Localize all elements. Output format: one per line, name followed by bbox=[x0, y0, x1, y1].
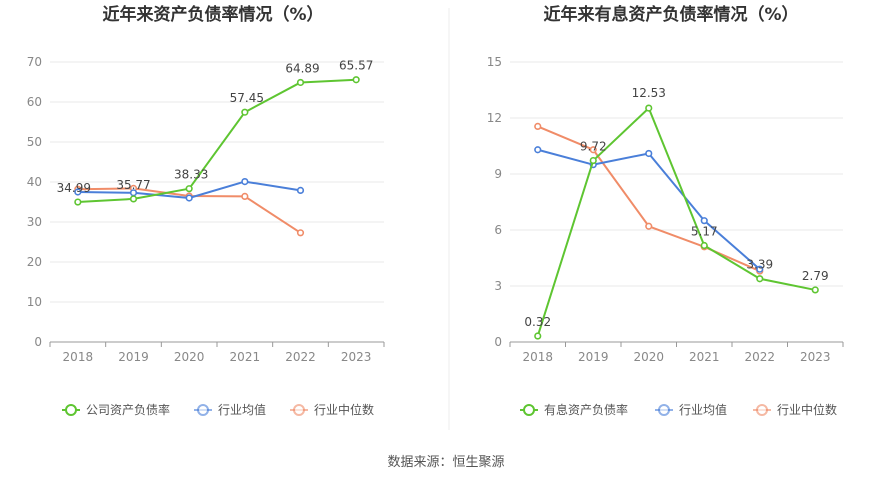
data-point bbox=[534, 122, 542, 130]
legend-marker-circle bbox=[65, 404, 77, 416]
legend-label: 行业中位数 bbox=[314, 402, 374, 417]
data-label: 5.17 bbox=[691, 224, 718, 238]
x-tick-label: 2020 bbox=[174, 350, 205, 364]
data-point bbox=[296, 229, 305, 237]
series-line bbox=[537, 148, 761, 270]
data-point bbox=[756, 275, 764, 283]
data-point bbox=[645, 222, 653, 230]
data-point bbox=[645, 104, 653, 112]
legend-label: 行业中位数 bbox=[777, 402, 837, 417]
y-tick-label: 50 bbox=[27, 135, 42, 149]
data-label: 3.39 bbox=[746, 258, 773, 272]
data-label: 35.77 bbox=[116, 178, 150, 192]
legend-item: 行业中位数 bbox=[290, 402, 374, 417]
data-point bbox=[241, 192, 249, 200]
data-point bbox=[241, 108, 249, 116]
data-point bbox=[74, 188, 82, 196]
data-point bbox=[241, 178, 249, 186]
data-label: 38.33 bbox=[174, 168, 208, 182]
x-tick-label: 2022 bbox=[285, 350, 316, 364]
data-point bbox=[185, 185, 193, 193]
legend-marker-circle bbox=[756, 404, 768, 416]
y-tick-label: 12 bbox=[487, 111, 502, 125]
legend-marker-circle bbox=[523, 404, 535, 416]
x-tick-label: 2021 bbox=[689, 350, 720, 364]
data-point bbox=[756, 265, 764, 273]
legend-item: 行业中位数 bbox=[753, 402, 837, 417]
x-tick-label: 2023 bbox=[341, 350, 372, 364]
data-point bbox=[645, 149, 653, 158]
x-tick-label: 2021 bbox=[230, 350, 261, 364]
series-line bbox=[536, 107, 816, 337]
chart-title: 近年来有息资产负债率情况（%） bbox=[543, 4, 798, 25]
x-tick-label: 2019 bbox=[578, 350, 609, 364]
legend-label: 行业均值 bbox=[218, 402, 266, 417]
data-label: 9.72 bbox=[580, 140, 607, 154]
y-tick-label: 60 bbox=[27, 95, 42, 109]
x-tick-label: 2023 bbox=[800, 350, 831, 364]
data-label: 65.57 bbox=[339, 59, 373, 73]
y-tick-label: 6 bbox=[494, 223, 502, 237]
data-point bbox=[534, 332, 542, 340]
series-line bbox=[537, 125, 761, 272]
data-point bbox=[74, 198, 82, 206]
data-point bbox=[811, 286, 819, 294]
data-point bbox=[352, 76, 360, 84]
data-label: 64.89 bbox=[285, 61, 319, 75]
chart-2: 近年来有息资产负债率情况（%） 0 3 6 9 12 15 2018 2019 2020 2021 2… bbox=[487, 4, 844, 417]
data-point bbox=[700, 217, 708, 225]
legend-item: 有息资产负债率 bbox=[520, 402, 628, 417]
x-tick-label: 2019 bbox=[118, 350, 149, 364]
data-label: 34.99 bbox=[57, 181, 91, 195]
legend-marker-circle bbox=[293, 404, 305, 416]
data-label: 12.53 bbox=[632, 86, 666, 100]
x-tick-label: 2022 bbox=[744, 350, 775, 364]
y-tick-label: 30 bbox=[27, 215, 42, 229]
data-point bbox=[296, 78, 305, 87]
chart-title: 近年来资产负债率情况（%） bbox=[102, 4, 323, 25]
data-label: 0.32 bbox=[524, 315, 551, 329]
y-tick-label: 70 bbox=[27, 55, 42, 69]
legend-item: 行业均值 bbox=[194, 402, 266, 417]
y-tick-label: 10 bbox=[27, 295, 42, 309]
y-tick-label: 20 bbox=[27, 255, 42, 269]
x-tick-label: 2020 bbox=[633, 350, 664, 364]
y-tick-label: 0 bbox=[34, 335, 42, 349]
source-label: 数据来源：恒生聚源 bbox=[387, 455, 504, 470]
data-point bbox=[534, 146, 542, 154]
data-point bbox=[700, 241, 708, 250]
data-point bbox=[129, 195, 138, 203]
legend-label: 有息资产负债率 bbox=[544, 402, 628, 417]
legend-item: 行业均值 bbox=[655, 402, 727, 417]
legend-marker-circle bbox=[197, 404, 209, 416]
series-line bbox=[77, 78, 357, 204]
y-tick-label: 40 bbox=[27, 175, 42, 189]
data-label: 57.45 bbox=[230, 91, 264, 105]
data-point bbox=[589, 146, 597, 154]
legend-marker-circle bbox=[658, 404, 670, 416]
legend-label: 公司资产负债率 bbox=[86, 402, 170, 417]
data-point bbox=[589, 156, 597, 165]
y-tick-label: 9 bbox=[494, 167, 502, 181]
x-tick-label: 2018 bbox=[522, 350, 553, 364]
legend-label: 行业均值 bbox=[679, 402, 727, 417]
data-label: 2.79 bbox=[802, 269, 829, 283]
data-point bbox=[185, 194, 193, 202]
chart-1: 近年来资产负债率情况（%） 0 10 20 30 40 50 60 70 2018 2019 2020… bbox=[27, 4, 385, 417]
x-tick-label: 2018 bbox=[63, 350, 94, 364]
y-tick-label: 3 bbox=[494, 279, 502, 293]
y-tick-label: 0 bbox=[494, 335, 502, 349]
data-point bbox=[296, 186, 305, 194]
y-tick-label: 15 bbox=[487, 55, 502, 69]
legend-item: 公司资产负债率 bbox=[62, 402, 170, 417]
